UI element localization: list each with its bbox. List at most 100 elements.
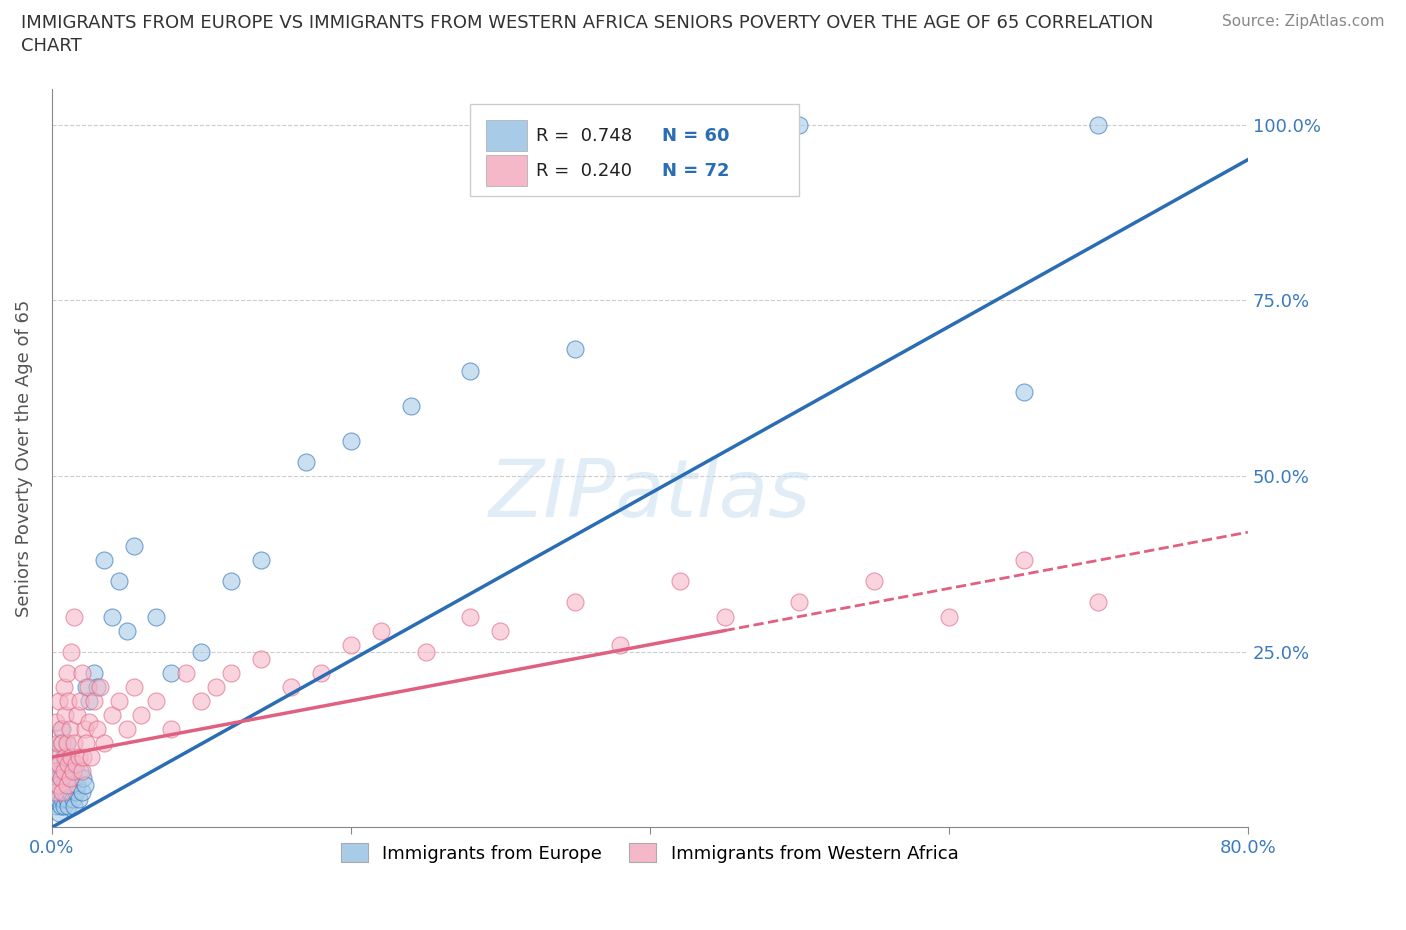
Point (115, 623, 138, 638)
Point (205, 680, 228, 695)
Point (49, 736, 72, 751)
Point (219, 665, 242, 680)
Point (86, 722, 108, 737)
Point (564, 595, 586, 610)
Point (108, 574, 131, 589)
Point (53, 750, 76, 764)
Point (160, 722, 183, 737)
Point (1012, 552, 1035, 567)
Point (59, 750, 82, 764)
Point (53, 757, 76, 772)
FancyBboxPatch shape (486, 120, 527, 152)
Point (44, 750, 66, 764)
Point (53, 785, 76, 800)
Point (76, 680, 98, 695)
Point (59, 771, 82, 786)
Point (75, 736, 97, 751)
Point (83, 665, 105, 680)
Point (1012, 384, 1035, 399)
Point (67, 791, 90, 806)
Point (938, 609, 960, 624)
Point (58, 764, 80, 778)
Point (55, 665, 77, 680)
Point (70, 785, 93, 800)
Point (399, 398, 422, 413)
Point (48, 694, 70, 709)
Point (51, 722, 73, 737)
Text: CHART: CHART (21, 37, 82, 55)
Point (45, 799, 67, 814)
Point (295, 455, 318, 470)
Point (250, 651, 273, 666)
Point (49, 799, 72, 814)
Point (145, 694, 167, 709)
Point (280, 680, 302, 695)
Point (190, 644, 212, 659)
Point (67, 750, 90, 764)
Point (415, 644, 437, 659)
Point (370, 623, 392, 638)
Point (108, 694, 131, 709)
Point (863, 574, 886, 589)
Point (44, 785, 66, 800)
Point (75, 680, 97, 695)
Point (86, 680, 108, 695)
Point (66, 708, 89, 723)
Point (72, 750, 94, 764)
Point (100, 609, 122, 624)
Point (100, 708, 122, 723)
FancyBboxPatch shape (471, 104, 799, 196)
Point (63, 736, 86, 751)
Point (190, 694, 212, 709)
Point (131, 708, 153, 723)
Point (59, 722, 82, 737)
Point (49, 722, 72, 737)
Point (787, 117, 810, 132)
Point (93, 552, 115, 567)
Point (45, 764, 67, 778)
Point (122, 538, 145, 553)
Point (77, 694, 100, 709)
Text: ZIPatlas: ZIPatlas (489, 457, 811, 535)
Point (73, 777, 96, 792)
Point (62, 764, 84, 778)
Point (52, 764, 75, 778)
Point (66, 777, 89, 792)
Point (52, 680, 75, 695)
Point (72, 771, 94, 786)
Point (52, 750, 75, 764)
Point (460, 609, 482, 624)
Point (250, 552, 273, 567)
Point (145, 609, 167, 624)
Point (60, 750, 83, 764)
Point (55, 791, 77, 806)
Point (58, 694, 80, 709)
Point (787, 595, 810, 610)
Point (51, 785, 73, 800)
Point (51, 791, 73, 806)
Point (48, 806, 70, 821)
Point (219, 574, 242, 589)
FancyBboxPatch shape (486, 155, 527, 186)
Point (46, 771, 69, 786)
Point (62, 791, 84, 806)
Point (460, 363, 482, 378)
Text: R =  0.240: R = 0.240 (536, 162, 633, 179)
Point (77, 714, 100, 729)
Point (58, 799, 80, 814)
Point (339, 433, 361, 448)
Point (44, 785, 66, 800)
Text: N = 60: N = 60 (662, 126, 730, 145)
Point (46, 791, 69, 806)
Point (69, 764, 91, 778)
Point (1087, 117, 1109, 132)
Point (45, 714, 67, 729)
Point (49, 771, 72, 786)
Point (489, 623, 512, 638)
Point (70, 665, 93, 680)
Point (309, 665, 332, 680)
Point (668, 574, 690, 589)
Point (46, 777, 69, 792)
Point (339, 637, 361, 652)
Point (122, 680, 145, 695)
